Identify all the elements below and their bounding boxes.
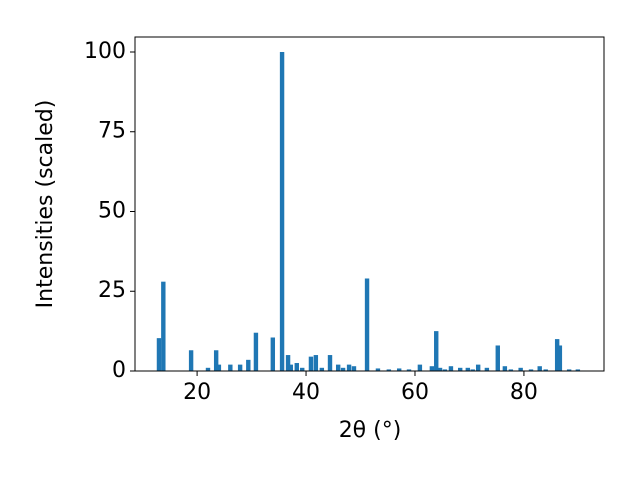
- bar: [205, 367, 211, 371]
- bar: [518, 367, 523, 371]
- bar: [470, 369, 475, 371]
- bar: [161, 281, 166, 371]
- bar: [270, 337, 276, 371]
- bar: [237, 364, 243, 371]
- bar: [335, 364, 341, 371]
- bar: [508, 369, 514, 371]
- bar: [543, 369, 548, 371]
- bar: [575, 369, 581, 371]
- bar: [502, 366, 508, 371]
- x-tick-label: 60: [401, 380, 429, 405]
- bar: [475, 364, 481, 371]
- bar: [346, 364, 352, 371]
- bar: [279, 51, 285, 371]
- bar: [484, 367, 490, 371]
- bar: [528, 369, 534, 371]
- bar: [495, 345, 500, 371]
- bar: [340, 367, 346, 371]
- bar: [537, 366, 542, 371]
- y-tick-label: 75: [98, 119, 126, 144]
- x-axis-label: 2θ (°): [339, 418, 402, 443]
- bar: [253, 332, 259, 371]
- bar: [364, 278, 370, 371]
- bar: [554, 339, 560, 371]
- y-tick-label: 0: [112, 358, 126, 383]
- y-tick-label: 25: [98, 278, 126, 303]
- bar: [300, 367, 305, 371]
- y-tick-label: 50: [98, 198, 126, 223]
- bar: [294, 363, 299, 371]
- plot-frame: [134, 36, 605, 372]
- bar: [386, 369, 392, 371]
- y-tick-label: 100: [84, 39, 126, 64]
- bar: [188, 350, 194, 371]
- bar: [228, 364, 233, 371]
- bar: [216, 364, 222, 371]
- bar: [246, 359, 251, 371]
- bar: [327, 355, 333, 371]
- bar: [319, 367, 325, 371]
- y-axis-label: Intensities (scaled): [33, 100, 58, 309]
- bar: [313, 355, 319, 371]
- x-tick-label: 40: [292, 380, 320, 405]
- bar: [457, 367, 463, 371]
- bar: [465, 367, 471, 371]
- bar: [566, 369, 572, 371]
- bar: [429, 366, 435, 371]
- bar: [285, 355, 291, 371]
- bar: [156, 338, 162, 371]
- bar: [434, 331, 439, 371]
- bar: [557, 345, 563, 371]
- bar: [375, 368, 381, 371]
- bar: [396, 368, 402, 371]
- x-tick-label: 20: [183, 380, 211, 405]
- bar: [213, 350, 219, 371]
- bar: [351, 366, 357, 371]
- bar: [417, 364, 423, 371]
- bar: [442, 369, 448, 371]
- bar: [448, 366, 454, 371]
- bar: [308, 356, 314, 371]
- x-tick-label: 80: [510, 380, 538, 405]
- bar: [437, 367, 443, 371]
- bar: [288, 364, 293, 371]
- bar: [406, 369, 412, 371]
